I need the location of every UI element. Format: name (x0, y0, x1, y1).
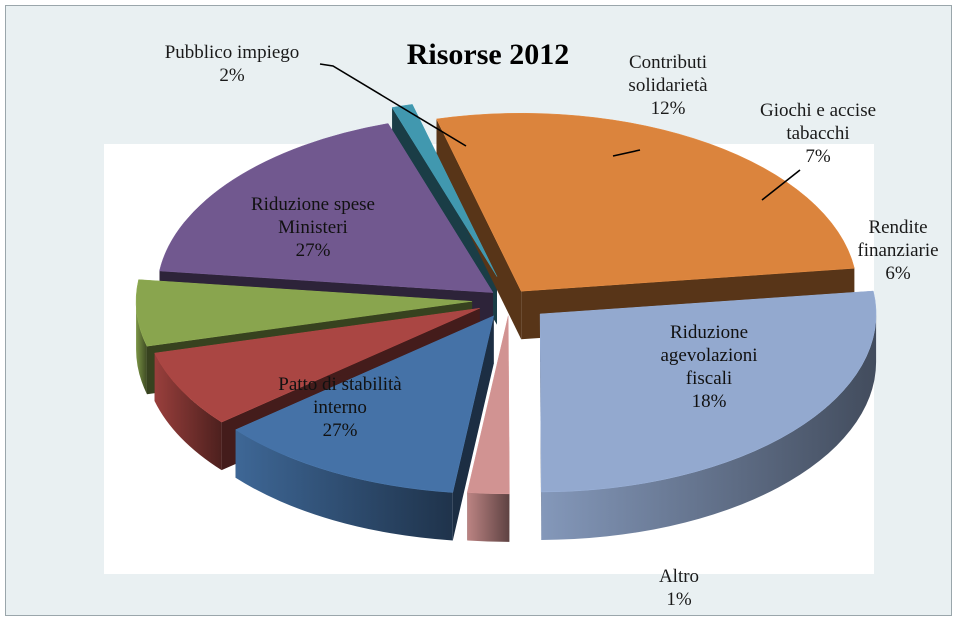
slice-pct-6: 27% (296, 240, 331, 261)
slice-label-line-2-1: finanziarie (857, 240, 938, 261)
slice-2 (135, 279, 473, 347)
slice-label-line-6-0: Riduzione spese (251, 194, 375, 215)
slice-label-line-3-1: agevolazioni (660, 345, 757, 366)
slice-label-line-4-0: Altro (659, 566, 699, 587)
leader-line-7 (319, 63, 467, 147)
slice-label-4: Altro 1% (659, 566, 699, 610)
slice-pct-0: 12% (651, 98, 686, 119)
chart-title: Risorse 2012 (407, 38, 569, 71)
slice-side-7-0 (467, 492, 510, 542)
slice-tops (135, 104, 877, 495)
slice-pct-5: 27% (323, 420, 358, 441)
slice-4 (391, 104, 498, 277)
slice-label-2: Rendite finanziarie 6% (857, 217, 938, 284)
slice-side-1-0 (154, 353, 222, 471)
slice-pct-7: 2% (219, 65, 245, 86)
slice-pct-4: 1% (666, 589, 692, 610)
slice-label-1: Giochi e accise tabacchi 7% (760, 100, 876, 167)
leader-line-0 (612, 149, 641, 157)
slice-label-line-1-1: tabacchi (786, 123, 849, 144)
slice-0 (235, 315, 495, 493)
slice-wall-5-0 (436, 118, 522, 340)
slice-label-line-3-0: Riduzione (670, 322, 748, 343)
slice-3 (159, 123, 494, 293)
slice-label-3: Riduzione agevolazioni fiscali 18% (660, 322, 757, 412)
slice-pct-3: 18% (692, 391, 727, 412)
slice-label-5: Patto di stabilità interno 27% (278, 374, 402, 441)
slice-pct-2: 6% (885, 263, 911, 284)
leader-lines (319, 63, 801, 201)
slice-label-line-0-0: Contributi (629, 52, 707, 73)
slice-label-line-1-0: Giochi e accise (760, 100, 876, 121)
slice-6 (539, 290, 877, 493)
slice-label-0: Contributi solidarietà 12% (628, 52, 708, 119)
slice-side-6-0 (541, 313, 877, 540)
slice-labels: Contributi solidarietà 12% Giochi e accise t… (165, 42, 939, 610)
slice-7 (466, 315, 510, 495)
slice-label-line-2-0: Rendite (868, 217, 927, 238)
slice-5 (436, 112, 855, 292)
slice-label-line-7-0: Pubblico impiego (165, 42, 300, 63)
leader-line-1 (761, 169, 801, 201)
slice-label-line-6-1: Ministeri (278, 217, 348, 238)
slice-label-line-0-1: solidarietà (628, 75, 708, 96)
slice-wall-0-0 (452, 315, 494, 541)
slice-label-line-5-0: Patto di stabilità (278, 374, 402, 395)
slice-label-6: Riduzione spese Ministeri 27% (251, 194, 375, 261)
slice-1 (154, 307, 480, 423)
slice-label-7: Pubblico impiego 2% (165, 42, 300, 86)
slice-pct-1: 7% (805, 146, 831, 167)
slice-label-line-3-2: fiscali (686, 368, 732, 389)
slice-label-line-5-1: interno (313, 397, 367, 418)
